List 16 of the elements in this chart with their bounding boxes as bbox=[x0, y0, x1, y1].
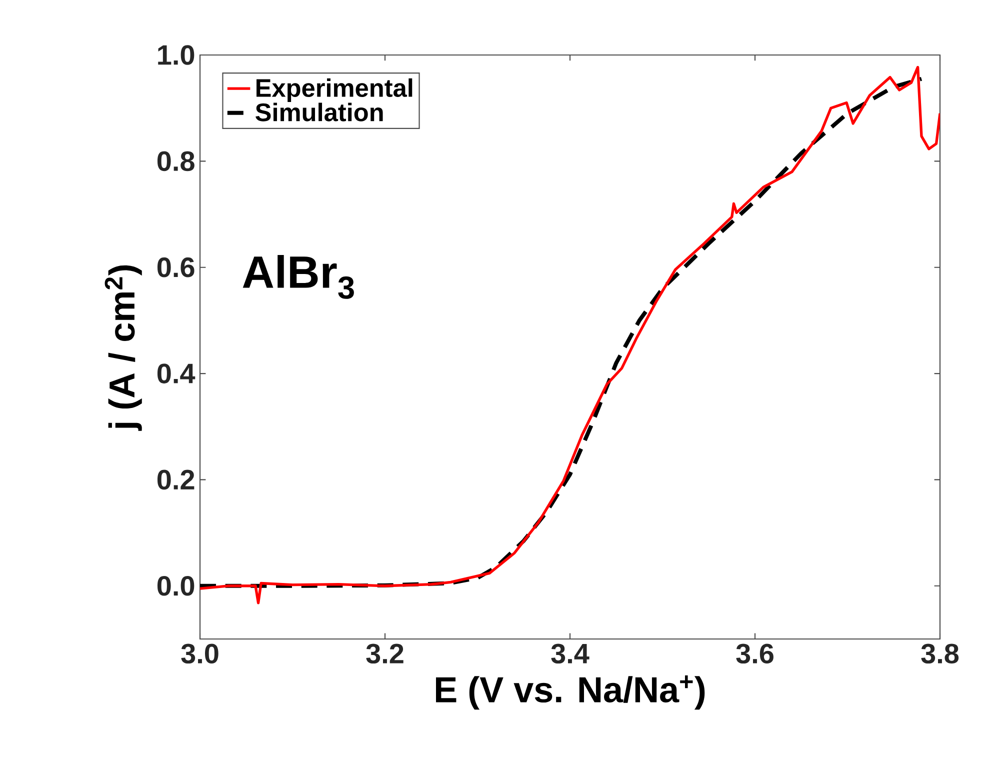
y-tick-label: 0.0 bbox=[157, 576, 194, 596]
x-tick-label: 3.0 bbox=[181, 644, 218, 664]
legend-label: Experimental bbox=[256, 78, 412, 102]
x-tick-label: 3.4 bbox=[551, 644, 590, 664]
x-axis-title: E (V vs. Na/Na$^{+}$) bbox=[436, 675, 705, 710]
x-tick-label: 3.2 bbox=[366, 644, 404, 664]
y-tick-label: 0.2 bbox=[157, 470, 194, 490]
y-tick-label: 0.6 bbox=[157, 257, 194, 278]
x-tick-label: 3.8 bbox=[921, 644, 959, 664]
y-axis-title: j (A / cm$^{2}$) bbox=[104, 265, 142, 431]
x-tick-label: 3.6 bbox=[736, 644, 774, 664]
y-tick-label: 0.4 bbox=[157, 364, 196, 384]
y-tick-label: 0.8 bbox=[157, 151, 194, 172]
legend-label: Simulation bbox=[256, 102, 383, 122]
y-tick-label: 1.0 bbox=[158, 45, 194, 65]
annotation: AlBr$_{3}$ bbox=[242, 254, 354, 299]
